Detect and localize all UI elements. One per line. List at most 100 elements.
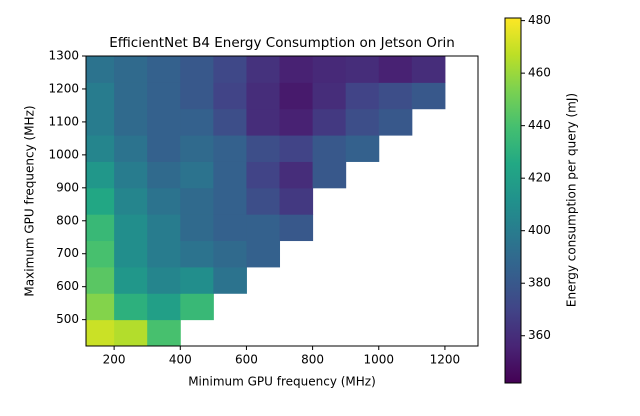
heat-cell (180, 82, 214, 110)
heat-cell (147, 82, 181, 110)
heat-cell (114, 319, 148, 347)
x-tick-label: 800 (301, 353, 324, 367)
heat-cell (114, 214, 148, 242)
heat-cell (180, 266, 214, 294)
heat-cell (86, 82, 115, 110)
y-tick-label: 800 (56, 213, 79, 227)
heat-cell (345, 135, 380, 162)
heat-cell (213, 266, 247, 294)
heat-cell (147, 187, 181, 215)
heat-cell (86, 293, 115, 321)
colorbar-tick-label: 400 (528, 223, 551, 237)
colorbar-tick-label: 420 (528, 171, 551, 185)
heat-cell (312, 108, 347, 136)
heat-cell (213, 187, 247, 215)
heat-cell (86, 187, 115, 215)
heat-cell (180, 214, 214, 242)
heat-cell (114, 82, 148, 110)
heat-cell (114, 108, 148, 136)
heat-cell (147, 161, 181, 189)
heat-cell (147, 319, 181, 347)
heat-cell (180, 293, 214, 321)
heatmap (86, 56, 446, 347)
heat-cell (147, 214, 181, 242)
y-tick-label: 600 (56, 279, 79, 293)
colorbar-tick-label: 480 (528, 13, 551, 27)
plot-frame (85, 55, 479, 347)
heat-cell (246, 135, 281, 162)
heat-cell (114, 293, 148, 321)
heat-cell (378, 56, 413, 83)
heat-cell (180, 187, 214, 215)
heat-cell (213, 82, 247, 110)
heat-cell (86, 266, 115, 294)
x-tick-label: 600 (235, 353, 258, 367)
heat-cell (312, 161, 347, 189)
heat-cell (86, 108, 115, 136)
heat-cell (180, 240, 214, 268)
heat-cell (86, 214, 115, 242)
heat-cell (279, 161, 314, 189)
heat-cell (114, 135, 148, 162)
heat-cell (279, 135, 314, 162)
heat-cell (279, 82, 314, 110)
heat-cell (147, 56, 181, 83)
colorbar-label: Energy consumption per query (mJ) (565, 93, 579, 307)
y-tick-label: 1200 (48, 81, 79, 95)
heat-cell (279, 214, 314, 242)
x-axis-label: Minimum GPU frequency (MHz) (188, 375, 376, 389)
heat-cell (114, 161, 148, 189)
heat-cell (213, 108, 247, 136)
heat-cell (246, 56, 281, 83)
heat-cell (411, 82, 446, 110)
x-tick-label: 1000 (363, 353, 394, 367)
x-tick-label: 400 (169, 353, 192, 367)
heat-cell (180, 56, 214, 83)
heat-cell (246, 82, 281, 110)
x-tick-label: 200 (103, 353, 126, 367)
y-tick-label: 900 (56, 180, 79, 194)
colorbar-tick-label: 440 (528, 118, 551, 132)
heat-cell (147, 293, 181, 321)
y-tick-label: 700 (56, 246, 79, 260)
heat-cell (213, 56, 247, 83)
colorbar-tick-label: 360 (528, 328, 551, 342)
heat-cell (147, 135, 181, 162)
heat-cell (147, 240, 181, 268)
x-tick-label: 1200 (430, 353, 461, 367)
heat-cell (213, 214, 247, 242)
heat-cell (246, 214, 281, 242)
heat-cell (312, 135, 347, 162)
heat-cell (345, 82, 380, 110)
heat-cell (345, 108, 380, 136)
heat-cell (114, 187, 148, 215)
heat-cell (114, 56, 148, 83)
heat-cell (312, 82, 347, 110)
heat-cell (213, 161, 247, 189)
heat-cell (279, 56, 314, 83)
heat-cell (114, 266, 148, 294)
chart-title: EfficientNet B4 Energy Consumption on Je… (109, 35, 455, 51)
heat-cell (86, 56, 115, 83)
y-axis-label: Maximum GPU frequency (MHz) (23, 105, 37, 296)
y-tick-label: 1300 (48, 49, 79, 63)
heat-cell (147, 108, 181, 136)
heat-cell (279, 108, 314, 136)
y-tick-label: 1000 (48, 147, 79, 161)
colorbar-tick-label: 460 (528, 66, 551, 80)
heat-cell (246, 161, 281, 189)
y-tick-label: 500 (56, 312, 79, 326)
heat-cell (246, 187, 281, 215)
heat-cell (411, 56, 446, 83)
heat-cell (180, 108, 214, 136)
heat-cell (180, 135, 214, 162)
heat-cell (378, 108, 413, 136)
heat-cell (246, 108, 281, 136)
heat-cell (213, 240, 247, 268)
heat-cell (378, 82, 413, 110)
colorbar (504, 17, 522, 384)
heat-cell (86, 240, 115, 268)
y-tick-label: 1100 (48, 114, 79, 128)
heat-cell (345, 56, 380, 83)
